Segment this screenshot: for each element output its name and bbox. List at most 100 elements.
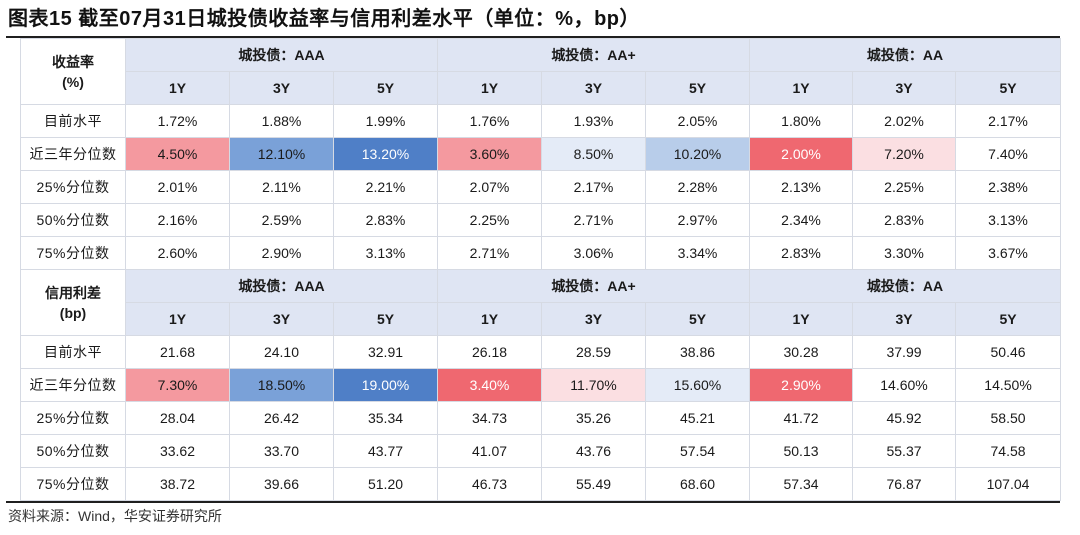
value-cell: 10.20% [645,137,751,171]
value-cell: 50.13 [749,434,854,468]
group-header: 城投债：AAA [124,269,439,303]
value-cell: 24.10 [229,335,334,369]
bottom-divider [6,501,1060,503]
source-note: 资料来源：Wind，华安证券研究所 [8,508,222,524]
table-row: 75%分位数 38.72 39.66 51.20 46.73 55.49 68.60 57.3… [20,467,1062,501]
value-cell: 13.20% [332,137,439,171]
value-cell: 2.90% [749,368,854,402]
value-cell: 57.54 [645,434,751,468]
value-cell: 1.76% [437,104,543,138]
corner-label-line: (bp) [59,304,87,321]
value-cell: 57.34 [749,467,854,501]
tenor-header: 3Y [229,302,334,336]
value-cell: 2.25% [437,203,543,237]
value-cell: 35.26 [541,401,647,435]
tenor-header: 5Y [645,71,751,105]
tenor-header: 1Y [125,302,230,336]
value-cell: 3.40% [437,368,543,402]
value-cell: 74.58 [955,434,1062,468]
value-cell: 7.40% [955,137,1062,171]
value-cell: 2.59% [229,203,334,237]
value-cell: 2.71% [541,203,647,237]
value-cell: 2.97% [645,203,751,237]
value-cell: 45.21 [645,401,751,435]
value-cell: 2.83% [332,203,439,237]
row-label: 50%分位数 [20,434,126,468]
value-cell: 3.30% [852,236,957,270]
table-row: 25%分位数 28.04 26.42 35.34 34.73 35.26 45.21 41.7… [20,401,1062,435]
tenor-header: 1Y [125,71,230,105]
table-row: 25%分位数 2.01% 2.11% 2.21% 2.07% 2.17% 2.28% 2.13… [20,170,1062,204]
value-cell: 41.07 [437,434,543,468]
tenor-header: 1Y [437,71,543,105]
value-cell: 8.50% [541,137,647,171]
tenor-header: 3Y [541,302,647,336]
value-cell: 2.02% [852,104,957,138]
value-cell: 32.91 [332,335,439,369]
value-cell: 51.20 [332,467,439,501]
tenor-header-row: 1Y 3Y 5Y 1Y 3Y 5Y 1Y 3Y 5Y [21,71,1062,105]
row-label: 75%分位数 [20,236,126,270]
value-cell: 11.70% [541,368,647,402]
table-row: 50%分位数 33.62 33.70 43.77 41.07 43.76 57.54 50.1… [20,434,1062,468]
tenor-header: 3Y [541,71,647,105]
value-cell: 34.73 [437,401,543,435]
group-header: 城投债：AA [749,38,1062,72]
value-cell: 1.88% [229,104,334,138]
tenor-header: 5Y [645,302,751,336]
tenor-header: 5Y [332,71,439,105]
tenor-header: 5Y [955,71,1062,105]
row-label: 25%分位数 [20,401,126,435]
value-cell: 7.20% [852,137,957,171]
row-label: 50%分位数 [20,203,126,237]
value-cell: 2.71% [437,236,543,270]
group-header: 城投债：AA+ [437,38,751,72]
value-cell: 2.17% [955,104,1062,138]
table-row: 目前水平 1.72% 1.88% 1.99% 1.76% 1.93% 2.05% 1.80% 2… [20,104,1062,138]
value-cell: 12.10% [229,137,334,171]
value-cell: 43.77 [332,434,439,468]
value-cell: 33.62 [125,434,230,468]
value-cell: 28.59 [541,335,647,369]
value-cell: 43.76 [541,434,647,468]
corner-label: 收益率 (%) [20,38,126,105]
value-cell: 39.66 [229,467,334,501]
corner-label-line: 信用利差 [45,284,101,301]
row-label: 近三年分位数 [20,137,126,171]
tenor-header: 1Y [749,302,854,336]
title-divider [6,36,1060,38]
value-cell: 15.60% [645,368,751,402]
value-cell: 26.42 [229,401,334,435]
value-cell: 4.50% [125,137,230,171]
value-cell: 2.13% [749,170,854,204]
value-cell: 33.70 [229,434,334,468]
row-label: 目前水平 [20,104,126,138]
value-cell: 2.38% [955,170,1062,204]
value-cell: 38.86 [645,335,751,369]
value-cell: 76.87 [852,467,957,501]
value-cell: 2.01% [125,170,230,204]
yield-spread-table: 收益率 (%) 城投债：AAA 城投债：AA+ 城投债：AA 1Y 3Y 5Y 1Y 3Y 5Y 1Y… [20,38,1062,501]
value-cell: 21.68 [125,335,230,369]
value-cell: 2.28% [645,170,751,204]
row-label: 25%分位数 [20,170,126,204]
value-cell: 14.50% [955,368,1062,402]
value-cell: 3.13% [955,203,1062,237]
value-cell: 2.11% [229,170,334,204]
value-cell: 50.46 [955,335,1062,369]
value-cell: 3.13% [332,236,439,270]
value-cell: 2.17% [541,170,647,204]
value-cell: 18.50% [229,368,334,402]
value-cell: 2.05% [645,104,751,138]
corner-label-line: (%) [62,73,84,90]
value-cell: 30.28 [749,335,854,369]
value-cell: 1.80% [749,104,854,138]
value-cell: 68.60 [645,467,751,501]
value-cell: 41.72 [749,401,854,435]
table-row: 近三年分位数 7.30% 18.50% 19.00% 3.40% 11.70% 15.60%… [20,368,1062,402]
tenor-header: 5Y [332,302,439,336]
value-cell: 2.21% [332,170,439,204]
value-cell: 1.99% [332,104,439,138]
value-cell: 3.60% [437,137,543,171]
tenor-header: 5Y [955,302,1062,336]
